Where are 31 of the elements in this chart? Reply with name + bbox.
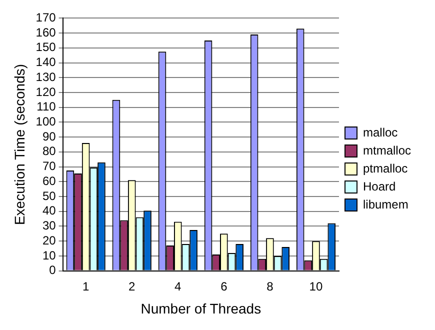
y-tick-label: 100 <box>36 114 56 129</box>
x-tick-label: 8 <box>266 279 274 294</box>
y-tick-label: 120 <box>36 84 56 99</box>
y-tick-label: 70 <box>42 159 56 174</box>
y-tick-label: 60 <box>42 174 56 188</box>
y-tick-label: 160 <box>36 25 56 40</box>
y-tick-label: 10 <box>42 248 56 262</box>
x-tick-label: 10 <box>309 279 323 294</box>
legend-label: libumem <box>362 197 408 212</box>
x-tick-label: 4 <box>174 279 182 294</box>
legend-label: malloc <box>362 125 398 140</box>
y-tick-label: 110 <box>36 100 56 114</box>
legend-label: mtmalloc <box>362 143 412 158</box>
y-tick-label: 0 <box>49 263 56 278</box>
x-axis-title: Number of Threads <box>140 300 262 316</box>
y-axis-title: Execution Time (seconds) <box>11 64 28 226</box>
y-tick-label: 140 <box>36 55 56 70</box>
y-tick-label: 170 <box>36 10 56 25</box>
x-tick-label: 1 <box>82 279 90 294</box>
y-tick-label: 20 <box>42 233 56 248</box>
y-tick-label: 30 <box>42 218 56 233</box>
legend-label: Hoard <box>362 179 396 194</box>
x-tick-label: 6 <box>220 279 228 294</box>
y-tick-label: 50 <box>42 188 56 203</box>
legend-label: ptmalloc <box>362 161 408 176</box>
y-tick-label: 90 <box>42 129 56 144</box>
x-tick-label: 2 <box>128 279 136 294</box>
y-tick-label: 80 <box>42 144 56 158</box>
y-tick-label: 150 <box>36 40 56 54</box>
y-tick-label: 130 <box>36 70 56 84</box>
y-tick-label: 40 <box>42 204 56 218</box>
